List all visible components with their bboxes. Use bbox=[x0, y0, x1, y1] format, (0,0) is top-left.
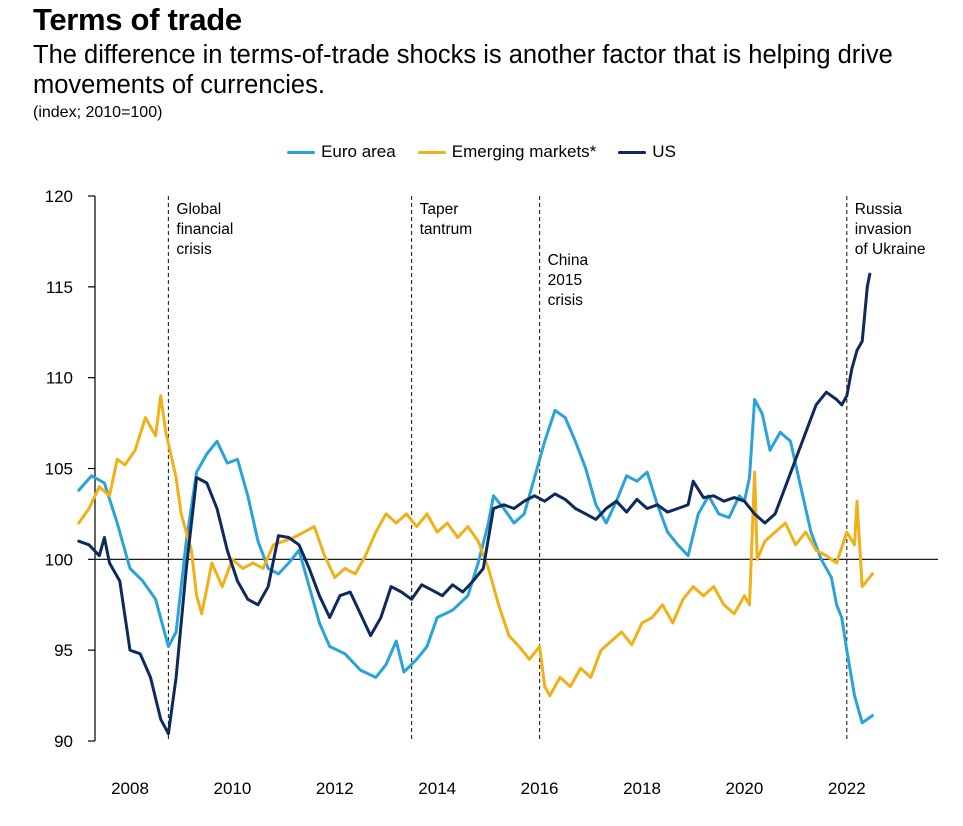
x-tick-label: 2018 bbox=[623, 779, 661, 798]
event-annotation-text: Taper bbox=[420, 201, 459, 218]
y-tick-label: 90 bbox=[54, 732, 73, 751]
x-tick-label: 2020 bbox=[725, 779, 763, 798]
series-line-us bbox=[77, 272, 872, 736]
legend-item-euro: Euro area bbox=[287, 142, 396, 162]
event-annotation-text: China bbox=[548, 252, 589, 269]
event-annotation-text: crisis bbox=[548, 292, 584, 309]
legend-label-us: US bbox=[652, 142, 676, 161]
chart-units: (index; 2010=100) bbox=[33, 104, 163, 121]
legend-item-em: Emerging markets* bbox=[417, 142, 597, 162]
event-annotation-text: tantrum bbox=[420, 221, 473, 238]
legend: Euro area Emerging markets* US bbox=[0, 142, 963, 162]
y-tick-label: 105 bbox=[45, 460, 73, 479]
chart-subtitle: The difference in terms-of-trade shocks … bbox=[33, 41, 893, 99]
x-tick-label: 2022 bbox=[828, 779, 866, 798]
x-tick-label: 2008 bbox=[111, 779, 149, 798]
y-tick-label: 95 bbox=[54, 641, 73, 660]
legend-swatch-em bbox=[417, 150, 446, 154]
y-tick-label: 110 bbox=[46, 369, 73, 388]
series-line-euro-area bbox=[77, 398, 874, 725]
x-tick-label: 2016 bbox=[521, 779, 559, 798]
event-annotation-text: of Ukraine bbox=[855, 241, 926, 258]
event-annotation-text: Global bbox=[176, 201, 221, 218]
legend-label-em: Emerging markets* bbox=[451, 142, 597, 161]
event-annotation-text: financial bbox=[176, 221, 233, 238]
legend-label-euro: Euro area bbox=[321, 142, 396, 161]
y-tick-label: 115 bbox=[46, 278, 73, 297]
event-annotation-text: invasion bbox=[855, 221, 912, 238]
legend-item-us: US bbox=[618, 142, 676, 162]
y-tick-label: 100 bbox=[45, 550, 73, 569]
event-annotation-text: Russia bbox=[855, 201, 903, 218]
y-tick-label: 120 bbox=[45, 187, 73, 206]
event-annotation-text: 2015 bbox=[548, 272, 582, 289]
legend-swatch-us bbox=[618, 150, 647, 154]
x-tick-label: 2014 bbox=[418, 779, 456, 798]
x-tick-label: 2012 bbox=[316, 779, 354, 798]
series-line-emerging-markets bbox=[77, 394, 874, 698]
chart-title: Terms of trade bbox=[33, 2, 242, 37]
legend-swatch-euro bbox=[287, 150, 316, 154]
x-tick-label: 2010 bbox=[213, 779, 251, 798]
event-annotation-text: crisis bbox=[176, 241, 212, 258]
